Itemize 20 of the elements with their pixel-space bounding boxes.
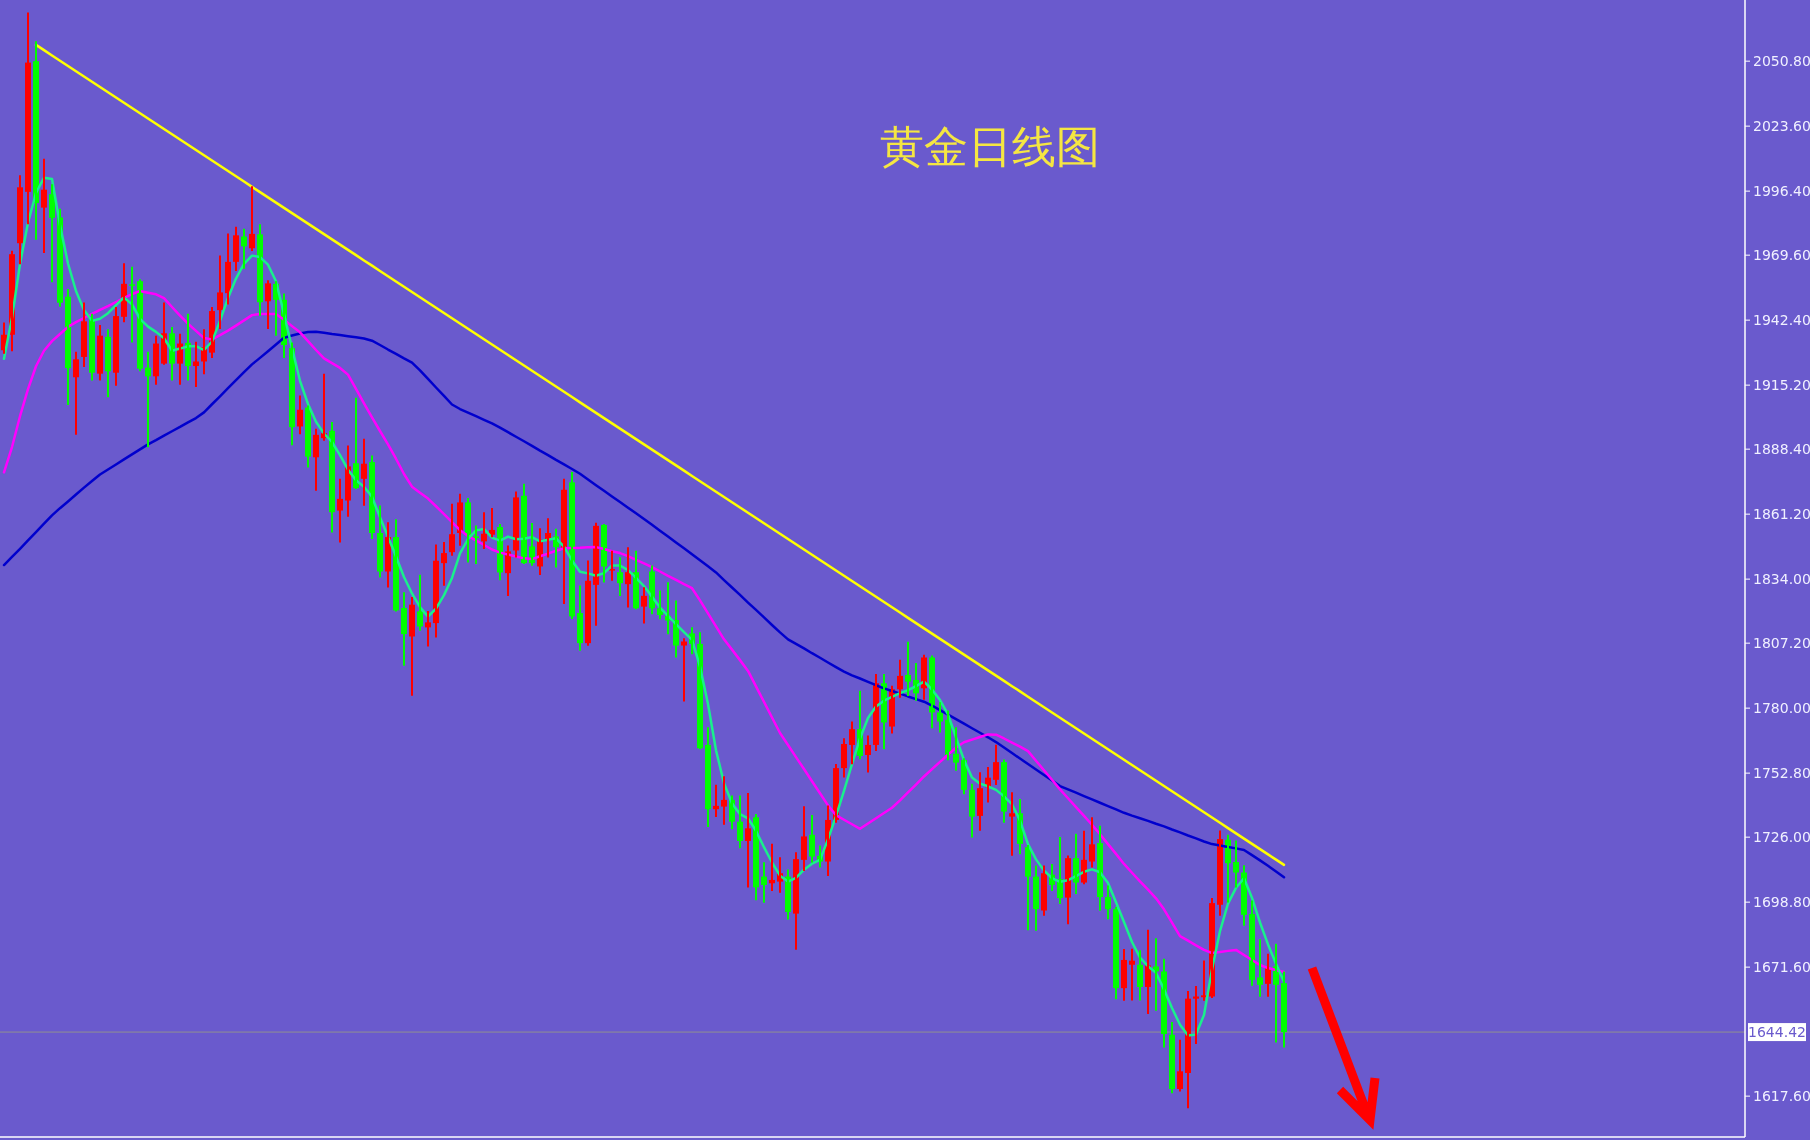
ref-label: 1644.42 xyxy=(1748,1024,1806,1041)
ytick: 1617.60 xyxy=(1753,1088,1810,1105)
ytick: 1807.20 xyxy=(1753,635,1810,652)
ytick: 1996.40 xyxy=(1753,183,1810,200)
ytick: 1969.60 xyxy=(1753,247,1810,264)
ytick: 1780.00 xyxy=(1753,700,1810,717)
title: 黄金日线图 xyxy=(880,121,1100,172)
ytick: 1942.40 xyxy=(1753,312,1810,329)
ytick: 2023.60 xyxy=(1753,118,1810,135)
ytick: 1861.20 xyxy=(1753,506,1810,523)
ytick: 1671.60 xyxy=(1753,959,1810,976)
ytick: 1888.40 xyxy=(1753,441,1810,458)
ytick: 1752.80 xyxy=(1753,765,1810,782)
ytick: 1915.20 xyxy=(1753,377,1810,394)
ytick: 1834.00 xyxy=(1753,571,1810,588)
line-series xyxy=(34,43,1286,867)
ytick: 1698.80 xyxy=(1753,894,1810,911)
ytick: 2050.80 xyxy=(1753,53,1810,70)
ytick: 1726.00 xyxy=(1753,829,1810,846)
line-series xyxy=(2,330,1286,879)
